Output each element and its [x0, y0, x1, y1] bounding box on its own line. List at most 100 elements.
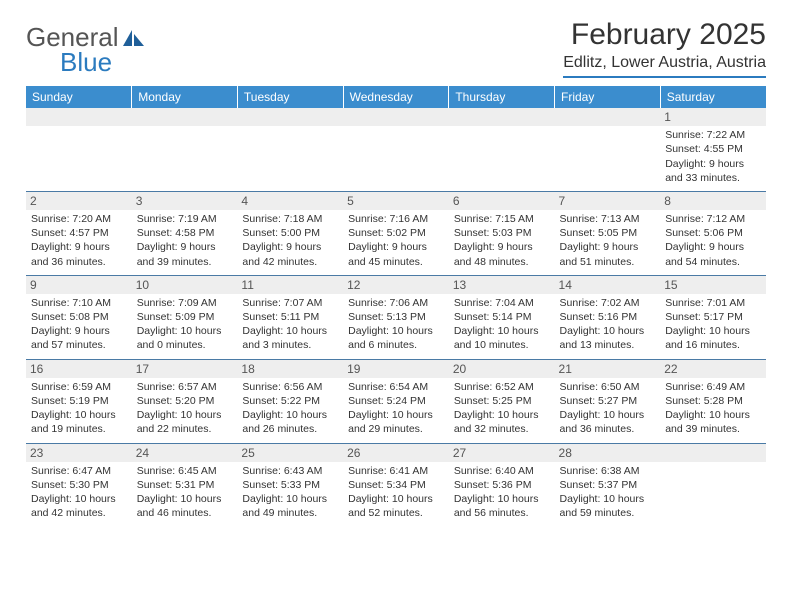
sunset-text: Sunset: 5:33 PM [242, 478, 338, 492]
calendar-cell [343, 108, 449, 191]
day-number: 17 [132, 360, 238, 378]
daylight-text: Daylight: 10 hours and 46 minutes. [137, 492, 233, 520]
sunrise-text: Sunrise: 6:56 AM [242, 380, 338, 394]
daylight-text: Daylight: 10 hours and 19 minutes. [31, 408, 127, 436]
sunset-text: Sunset: 5:00 PM [242, 226, 338, 240]
calendar-cell: 16Sunrise: 6:59 AMSunset: 5:19 PMDayligh… [26, 359, 132, 443]
calendar-cell: 12Sunrise: 7:06 AMSunset: 5:13 PMDayligh… [343, 275, 449, 359]
sunset-text: Sunset: 5:03 PM [454, 226, 550, 240]
sunset-text: Sunset: 5:22 PM [242, 394, 338, 408]
calendar-table: SundayMondayTuesdayWednesdayThursdayFrid… [26, 86, 766, 526]
sunrise-text: Sunrise: 7:07 AM [242, 296, 338, 310]
sunset-text: Sunset: 5:05 PM [560, 226, 656, 240]
calendar-cell [555, 108, 661, 191]
sunrise-text: Sunrise: 7:22 AM [665, 128, 761, 142]
sunrise-text: Sunrise: 6:45 AM [137, 464, 233, 478]
calendar-cell: 6 Sunrise: 7:15 AMSunset: 5:03 PMDaylight… [449, 191, 555, 275]
sunrise-text: Sunrise: 7:19 AM [137, 212, 233, 226]
sunrise-text: Sunrise: 6:50 AM [560, 380, 656, 394]
day-info: Sunrise: 6:49 AMSunset: 5:28 PMDaylight:… [665, 380, 761, 437]
weekday-header: Tuesday [237, 86, 343, 108]
sunset-text: Sunset: 5:20 PM [137, 394, 233, 408]
sunset-text: Sunset: 5:19 PM [31, 394, 127, 408]
location: Edlitz, Lower Austria, Austria [563, 54, 766, 78]
calendar-cell: 18Sunrise: 6:56 AMSunset: 5:22 PMDayligh… [237, 359, 343, 443]
calendar-body: 1Sunrise: 7:22 AMSunset: 4:55 PMDaylight… [26, 108, 766, 526]
calendar-cell: 7Sunrise: 7:13 AMSunset: 5:05 PMDaylight… [555, 191, 661, 275]
day-info: Sunrise: 7:01 AMSunset: 5:17 PMDaylight:… [665, 296, 761, 353]
day-info: Sunrise: 7:19 AMSunset: 4:58 PMDaylight:… [137, 212, 233, 269]
day-number: 23 [26, 444, 132, 462]
sunrise-text: Sunrise: 7:13 AM [560, 212, 656, 226]
day-number: 25 [237, 444, 343, 462]
title-block: February 2025 Edlitz, Lower Austria, Aus… [563, 18, 766, 78]
calendar-header-row: SundayMondayTuesdayWednesdayThursdayFrid… [26, 86, 766, 108]
calendar-cell: 13Sunrise: 7:04 AMSunset: 5:14 PMDayligh… [449, 275, 555, 359]
sunset-text: Sunset: 5:25 PM [454, 394, 550, 408]
day-info: Sunrise: 7:04 AMSunset: 5:14 PMDaylight:… [454, 296, 550, 353]
day-number [132, 108, 238, 126]
day-number [555, 108, 661, 126]
brand-logo: General Blue [26, 22, 145, 78]
calendar-cell: 22 Sunrise: 6:49 AMSunset: 5:28 PMDayligh… [660, 359, 766, 443]
daylight-text: Daylight: 10 hours and 59 minutes. [560, 492, 656, 520]
day-info: Sunrise: 6:50 AMSunset: 5:27 PMDaylight:… [560, 380, 656, 437]
calendar-cell: 3 Sunrise: 7:19 AMSunset: 4:58 PMDaylight… [132, 191, 238, 275]
day-number: 2 [26, 192, 132, 210]
day-info: Sunrise: 7:10 AMSunset: 5:08 PMDaylight:… [31, 296, 127, 353]
day-number [26, 108, 132, 126]
calendar-cell: 27Sunrise: 6:40 AMSunset: 5:36 PMDayligh… [449, 443, 555, 526]
day-number: 19 [343, 360, 449, 378]
day-number [449, 108, 555, 126]
day-number: 7 [555, 192, 661, 210]
day-number: 3 [132, 192, 238, 210]
sunrise-text: Sunrise: 6:38 AM [560, 464, 656, 478]
daylight-text: Daylight: 9 hours and 57 minutes. [31, 324, 127, 352]
calendar-cell [132, 108, 238, 191]
day-number: 28 [555, 444, 661, 462]
calendar-cell [237, 108, 343, 191]
calendar-cell: 5Sunrise: 7:16 AMSunset: 5:02 PMDaylight… [343, 191, 449, 275]
calendar-cell: 10Sunrise: 7:09 AMSunset: 5:09 PMDayligh… [132, 275, 238, 359]
daylight-text: Daylight: 9 hours and 54 minutes. [665, 240, 761, 268]
sunset-text: Sunset: 5:14 PM [454, 310, 550, 324]
day-info: Sunrise: 6:43 AMSunset: 5:33 PMDaylight:… [242, 464, 338, 521]
daylight-text: Daylight: 10 hours and 6 minutes. [348, 324, 444, 352]
daylight-text: Daylight: 10 hours and 36 minutes. [560, 408, 656, 436]
calendar-row: 9Sunrise: 7:10 AMSunset: 5:08 PMDaylight… [26, 275, 766, 359]
daylight-text: Daylight: 10 hours and 52 minutes. [348, 492, 444, 520]
day-number: 6 [449, 192, 555, 210]
day-number: 5 [343, 192, 449, 210]
day-info: Sunrise: 7:18 AMSunset: 5:00 PMDaylight:… [242, 212, 338, 269]
sunrise-text: Sunrise: 7:06 AM [348, 296, 444, 310]
daylight-text: Daylight: 9 hours and 45 minutes. [348, 240, 444, 268]
day-info: Sunrise: 6:57 AMSunset: 5:20 PMDaylight:… [137, 380, 233, 437]
sunrise-text: Sunrise: 7:12 AM [665, 212, 761, 226]
daylight-text: Daylight: 9 hours and 42 minutes. [242, 240, 338, 268]
sunset-text: Sunset: 5:36 PM [454, 478, 550, 492]
day-info: Sunrise: 7:15 AMSunset: 5:03 PMDaylight:… [454, 212, 550, 269]
sunrise-text: Sunrise: 6:41 AM [348, 464, 444, 478]
day-number [343, 108, 449, 126]
sunset-text: Sunset: 4:55 PM [665, 142, 761, 156]
calendar-cell [449, 108, 555, 191]
sunset-text: Sunset: 5:02 PM [348, 226, 444, 240]
sunset-text: Sunset: 5:06 PM [665, 226, 761, 240]
daylight-text: Daylight: 10 hours and 56 minutes. [454, 492, 550, 520]
day-number: 22 [660, 360, 766, 378]
sunset-text: Sunset: 5:11 PM [242, 310, 338, 324]
daylight-text: Daylight: 9 hours and 33 minutes. [665, 157, 761, 185]
day-info: Sunrise: 6:59 AMSunset: 5:19 PMDaylight:… [31, 380, 127, 437]
day-number: 26 [343, 444, 449, 462]
weekday-header: Friday [555, 86, 661, 108]
calendar-cell: 28Sunrise: 6:38 AMSunset: 5:37 PMDayligh… [555, 443, 661, 526]
weekday-header: Sunday [26, 86, 132, 108]
day-info: Sunrise: 7:12 AMSunset: 5:06 PMDaylight:… [665, 212, 761, 269]
sunrise-text: Sunrise: 6:59 AM [31, 380, 127, 394]
sunrise-text: Sunrise: 7:09 AM [137, 296, 233, 310]
calendar-cell: 8Sunrise: 7:12 AMSunset: 5:06 PMDaylight… [660, 191, 766, 275]
day-number: 14 [555, 276, 661, 294]
daylight-text: Daylight: 10 hours and 16 minutes. [665, 324, 761, 352]
sunrise-text: Sunrise: 6:57 AM [137, 380, 233, 394]
calendar-cell: 23Sunrise: 6:47 AMSunset: 5:30 PMDayligh… [26, 443, 132, 526]
